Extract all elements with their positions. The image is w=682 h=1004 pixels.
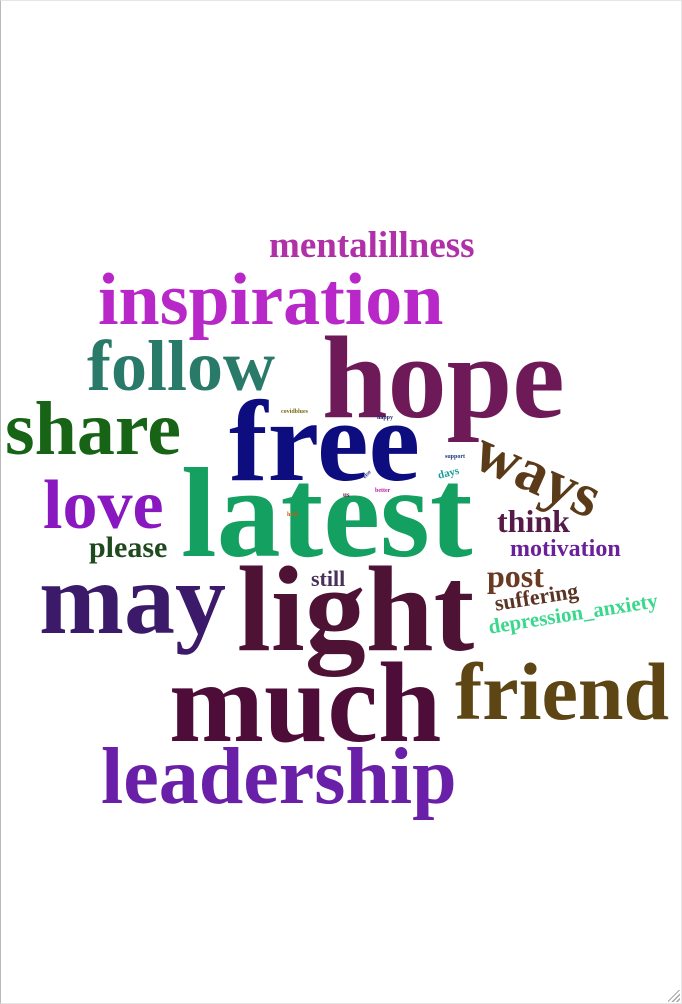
word-happy: happy [377,415,394,421]
word-friend: friend [455,646,670,737]
word-light: light [237,542,475,677]
word-still: still [311,566,346,591]
word-please: please [89,531,168,564]
word-latest: latest [181,442,473,584]
word-mentalillness: mentalillness [269,225,475,266]
word-share: share [5,387,181,471]
word-may: may [39,543,226,656]
word-hope: hope [322,312,565,443]
word-inspiration: inspiration [98,259,444,341]
word-support: support [445,454,466,460]
word-heal: heal [287,512,298,518]
word-love: love [43,467,164,544]
word-much: much [169,639,442,766]
word-better: better [375,488,391,494]
word-leadership: leadership [101,733,457,821]
word-post: post [487,558,544,594]
word-think: think [497,503,570,539]
word-free: free [229,378,420,506]
word-motivation: motivation [510,536,621,562]
resize-grip-icon[interactable] [668,990,680,1002]
word-us: us [343,491,350,499]
word-covidblues: covidblues [281,409,309,415]
word-follow: follow [87,326,275,406]
